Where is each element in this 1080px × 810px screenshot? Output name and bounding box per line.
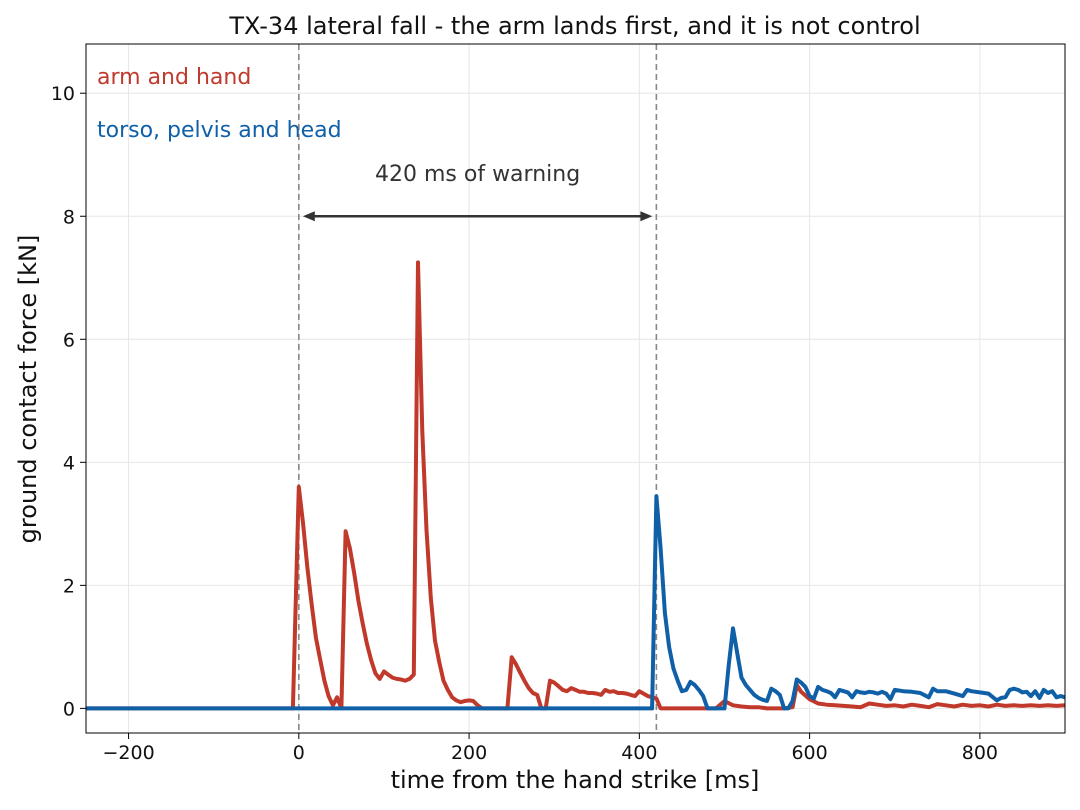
annotation-text: 420 ms of warning bbox=[375, 162, 580, 187]
y-tick-label: 4 bbox=[63, 452, 75, 474]
annotation-layer: 420 ms of warning bbox=[302, 162, 653, 222]
annotation-arrowhead-left bbox=[302, 211, 315, 222]
legend: arm and hand torso, pelvis and head bbox=[97, 65, 342, 143]
x-tick-label: 400 bbox=[621, 742, 657, 764]
annotation-arrowhead-right bbox=[640, 211, 653, 222]
series-layer bbox=[86, 260, 1065, 711]
x-tick-label: −200 bbox=[102, 742, 154, 764]
x-tick-label: 200 bbox=[451, 742, 487, 764]
x-tick-label: 800 bbox=[962, 742, 998, 764]
y-tick-label: 10 bbox=[51, 83, 75, 105]
chart-title: TX-34 lateral fall - the arm lands first… bbox=[228, 12, 920, 40]
y-tick-label: 2 bbox=[63, 575, 75, 597]
marker-lines bbox=[298, 44, 658, 733]
grid bbox=[86, 44, 1065, 733]
legend-entry-arm-and-hand: arm and hand bbox=[97, 65, 251, 90]
y-axis-label: ground contact force [kN] bbox=[14, 235, 42, 544]
series-line-arm-and-hand bbox=[86, 260, 1065, 711]
y-tick-label: 0 bbox=[63, 698, 75, 720]
legend-entry-torso-pelvis-head: torso, pelvis and head bbox=[97, 118, 342, 143]
plot-frame bbox=[85, 43, 1066, 734]
x-tick-label: 0 bbox=[293, 742, 305, 764]
y-tick-label: 6 bbox=[63, 329, 75, 351]
x-axis-label: time from the hand strike [ms] bbox=[391, 766, 760, 794]
series-line-torso-pelvis-head bbox=[86, 494, 1065, 711]
ticks: −200 0 200 400 600 800 0 2 4 6 8 10 bbox=[51, 83, 998, 764]
x-tick-label: 600 bbox=[791, 742, 827, 764]
y-tick-label: 8 bbox=[63, 206, 75, 228]
